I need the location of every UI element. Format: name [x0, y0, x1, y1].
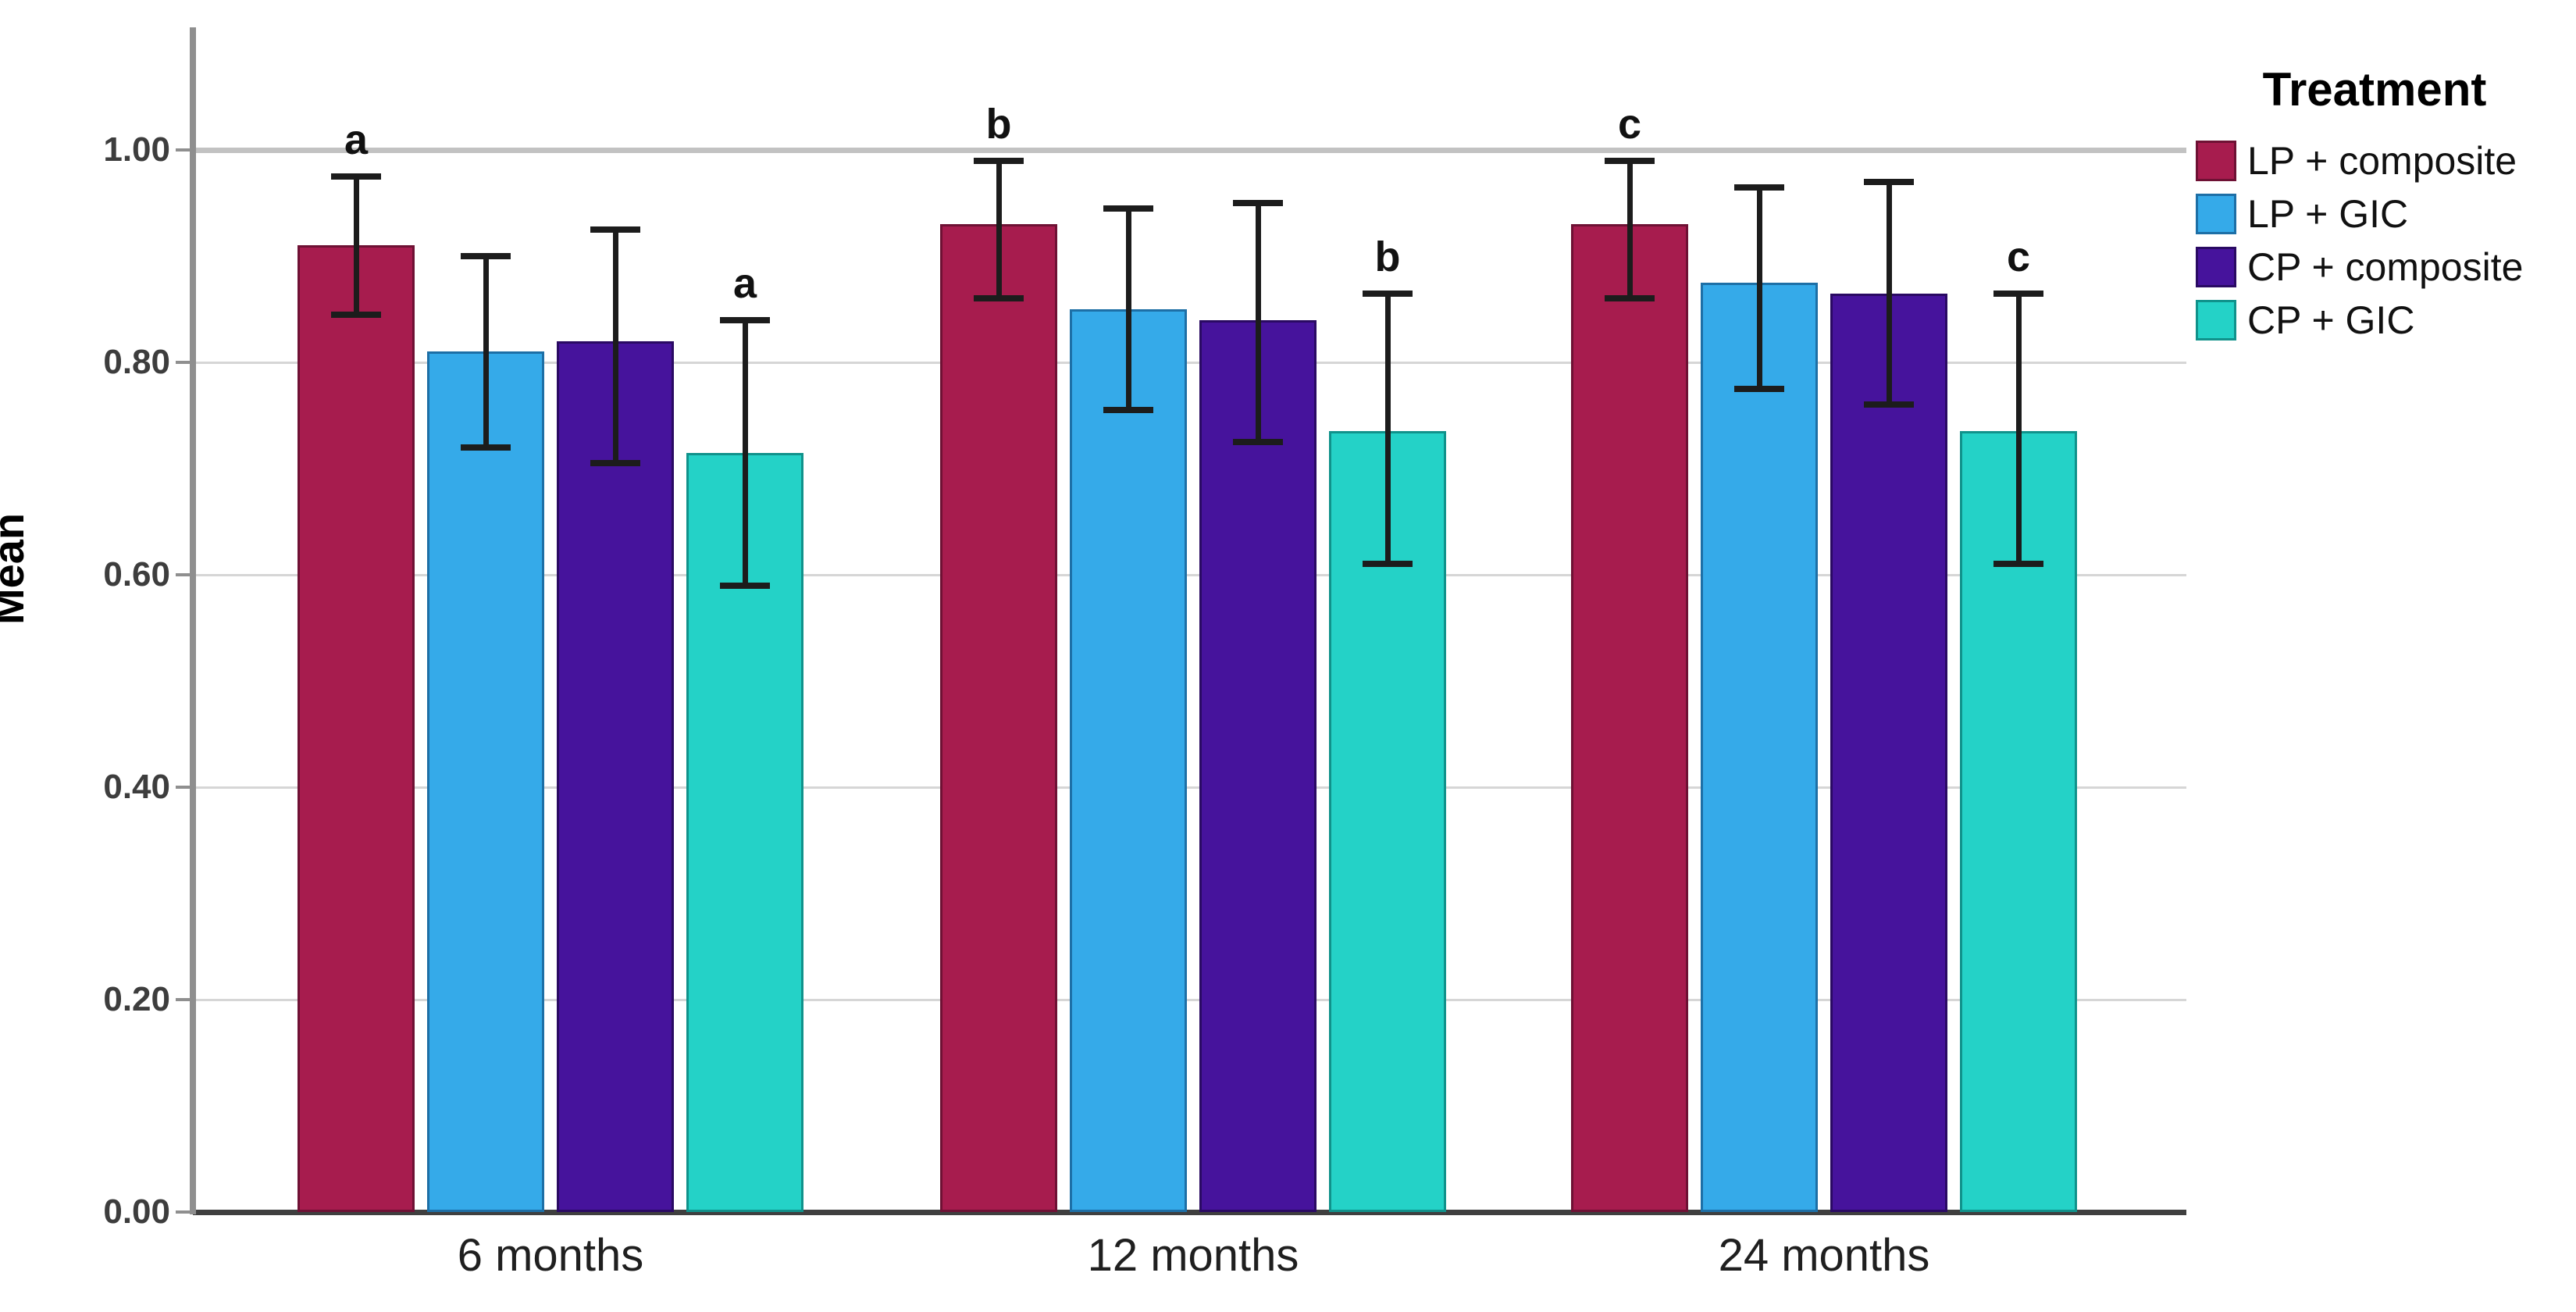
error-bar-cap-top: [1363, 290, 1413, 297]
y-tick-label: 0.40: [103, 768, 170, 806]
x-category-label: 24 months: [1718, 1230, 1930, 1281]
legend-item: CP + composite: [2196, 245, 2523, 289]
error-bar-cap-top: [974, 157, 1024, 164]
bar: [557, 340, 674, 1212]
error-bar-cap-top: [1605, 157, 1655, 164]
y-tick-label: 0.80: [103, 343, 170, 381]
error-bar: [743, 319, 748, 586]
y-tick-mark: [176, 361, 191, 364]
error-bar-cap-top: [461, 253, 511, 259]
error-bar-cap-top: [590, 226, 640, 233]
legend-swatch: [2196, 247, 2236, 287]
y-tick-mark: [176, 148, 191, 152]
bar: [1070, 309, 1187, 1212]
error-bar-cap-bottom: [461, 444, 511, 451]
legend-item-label: LP + GIC: [2247, 192, 2409, 236]
error-bar: [483, 256, 489, 447]
bar: [427, 351, 544, 1212]
sig-letter: c: [2006, 233, 2031, 280]
x-axis-line: [193, 1210, 2186, 1215]
sig-letter: a: [344, 116, 369, 163]
error-bar-cap-bottom: [1993, 561, 2043, 568]
error-bar: [1256, 203, 1261, 442]
gridline: [193, 362, 2186, 364]
error-bar-cap-bottom: [590, 460, 640, 467]
error-bar-cap-top: [1103, 205, 1153, 212]
error-bar: [613, 230, 618, 464]
gridline: [193, 574, 2186, 576]
error-bar-cap-bottom: [1233, 439, 1283, 445]
error-bar: [2016, 293, 2022, 565]
y-tick-mark: [176, 786, 191, 789]
legend: Treatment LP + composite LP + GIC CP + com…: [2191, 62, 2574, 342]
error-bar: [1627, 160, 1633, 299]
error-bar-cap-bottom: [1864, 401, 1914, 408]
bar: [1199, 319, 1317, 1212]
gridline: [193, 786, 2186, 789]
error-bar: [996, 160, 1002, 299]
error-bar: [354, 176, 359, 315]
bar: [1701, 283, 1818, 1212]
error-bar: [1126, 208, 1131, 411]
error-bar-cap-bottom: [1605, 295, 1655, 302]
sig-letter: b: [985, 100, 1012, 148]
y-tick-label: 0.00: [103, 1193, 170, 1231]
y-tick-mark: [176, 573, 191, 576]
error-bar: [1757, 187, 1762, 389]
error-bar-cap-bottom: [331, 311, 381, 318]
bar: [686, 452, 803, 1212]
error-bar-cap-bottom: [1103, 407, 1153, 414]
error-bar-cap-bottom: [1734, 386, 1784, 392]
error-bar: [1385, 293, 1391, 565]
error-bar-cap-bottom: [1363, 561, 1413, 568]
error-bar-cap-bottom: [720, 582, 770, 589]
sig-letter: a: [732, 259, 757, 307]
legend-item: LP + composite: [2196, 139, 2517, 183]
y-axis-line: [190, 27, 196, 1214]
legend-item: LP + GIC: [2196, 192, 2408, 236]
x-category-label: 12 months: [1087, 1230, 1299, 1281]
bar: [940, 224, 1057, 1212]
error-bar-cap-top: [1233, 200, 1283, 206]
error-bar-cap-top: [1993, 290, 2043, 297]
error-bar: [1887, 181, 1892, 405]
gridline: [193, 148, 2186, 153]
legend-item-label: LP + composite: [2247, 139, 2517, 183]
legend-item-label: CP + composite: [2247, 245, 2524, 289]
error-bar-cap-top: [1734, 184, 1784, 191]
error-bar-cap-bottom: [974, 295, 1024, 302]
gridline: [193, 999, 2186, 1001]
bar: [298, 245, 415, 1212]
y-tick-mark: [176, 998, 191, 1001]
y-tick-mark: [176, 1210, 191, 1214]
legend-swatch: [2196, 300, 2236, 340]
y-tick-label: 0.60: [103, 555, 170, 594]
legend-swatch: [2196, 194, 2236, 234]
x-category-label: 6 months: [457, 1230, 644, 1281]
sig-letter: c: [1617, 100, 1642, 148]
y-tick-label: 1.00: [103, 130, 170, 169]
bar: [1571, 224, 1688, 1212]
legend-item: CP + GIC: [2196, 298, 2414, 342]
error-bar-cap-top: [720, 316, 770, 323]
legend-swatch: [2196, 141, 2236, 181]
sig-letter: b: [1374, 233, 1401, 280]
bar: [1830, 293, 1947, 1212]
legend-item-label: CP + GIC: [2247, 298, 2415, 342]
error-bar-cap-top: [331, 173, 381, 180]
y-tick-label: 0.20: [103, 980, 170, 1018]
legend-title: Treatment: [2262, 63, 2487, 116]
error-bar-cap-top: [1864, 178, 1914, 185]
